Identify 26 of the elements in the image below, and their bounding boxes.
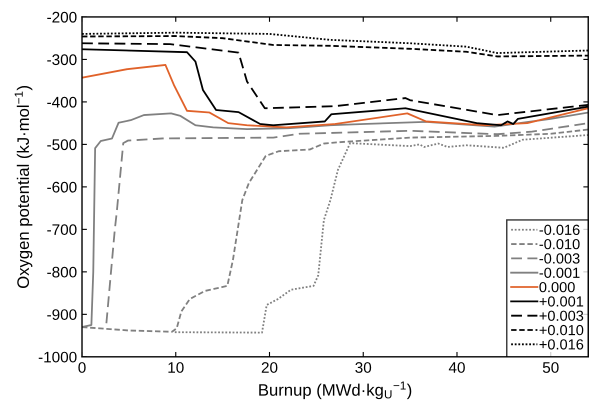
x-tick-label: 50	[542, 362, 559, 373]
legend-label: +0.003	[540, 310, 584, 321]
y-axis-title: Oxygen potential (kJ·mol$^{−1}$)	[14, 86, 32, 288]
y-tick-label: -200	[47, 12, 77, 23]
x-tick-label: 10	[168, 362, 184, 373]
x-tick-label: 40	[448, 362, 465, 373]
y-tick-label: -300	[47, 54, 77, 66]
legend-label: 0.000	[539, 282, 575, 292]
legend-label: +0.016	[540, 339, 584, 350]
legend-label: -0.016	[539, 224, 580, 235]
y-tick-label: -500	[47, 139, 77, 150]
y-tick-label: -700	[47, 224, 77, 236]
x-axis-title: Burnup (MWd·kg$_{U}$$^{−1}$)	[259, 381, 412, 400]
y-tick-label: -600	[47, 182, 77, 193]
legend-label: -0.001	[539, 268, 580, 278]
legend-label: +0.010	[540, 324, 584, 336]
y-tick-label: -400	[47, 96, 77, 108]
y-tick-label: -1000	[38, 352, 77, 363]
x-tick-label: 20	[262, 362, 278, 373]
y-tick-label: -900	[47, 309, 77, 320]
y-tick-label: -800	[47, 266, 77, 278]
legend-label: -0.003	[539, 253, 580, 264]
legend-label: -0.010	[539, 238, 580, 250]
legend-label: +0.001	[540, 296, 584, 307]
x-tick-label: 0	[78, 362, 86, 373]
x-tick-label: 30	[355, 362, 372, 373]
